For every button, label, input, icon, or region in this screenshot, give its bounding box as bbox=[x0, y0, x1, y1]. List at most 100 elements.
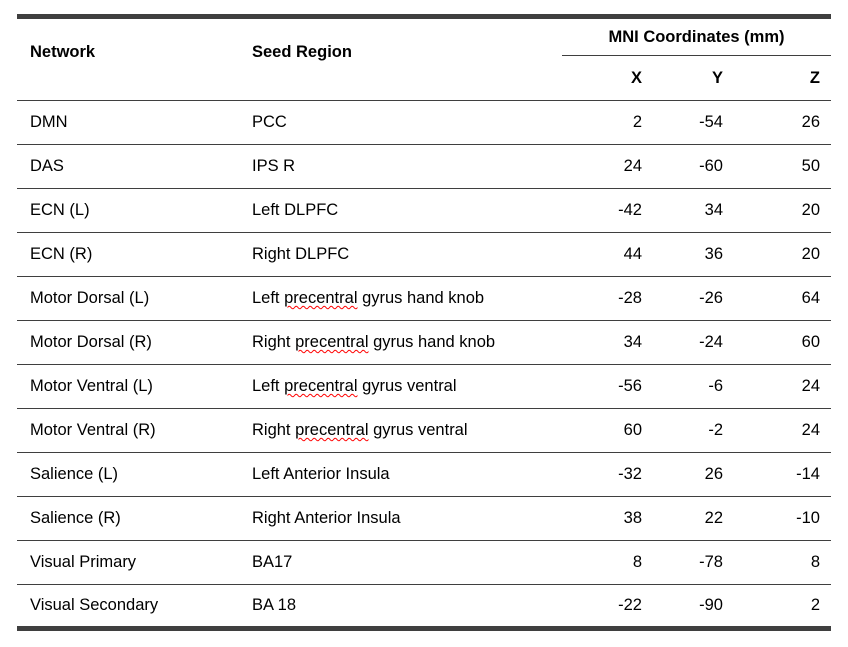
z-coordinate-cell: 20 bbox=[731, 232, 831, 277]
network-cell: Visual Primary bbox=[17, 540, 239, 585]
seed-region-cell: Right precentral gyrus hand knob bbox=[239, 320, 562, 365]
seed-text-post: gyrus ventral bbox=[368, 421, 468, 439]
column-header-network: Network bbox=[17, 16, 239, 101]
seed-text-pre: Left bbox=[252, 289, 285, 307]
seed-text-pre: Left DLPFC bbox=[252, 201, 339, 219]
seed-region-cell: BA17 bbox=[239, 540, 562, 585]
seed-text-misspelled: precentral bbox=[284, 289, 358, 307]
z-coordinate-cell: 2 bbox=[731, 584, 831, 629]
table-row: Visual Secondary BA 18 -22 -90 2 bbox=[17, 584, 831, 629]
x-coordinate-cell: -32 bbox=[562, 452, 650, 497]
column-header-seed-region: Seed Region bbox=[239, 16, 562, 101]
x-coordinate-cell: 38 bbox=[562, 496, 650, 541]
y-coordinate-cell: 22 bbox=[650, 496, 731, 541]
x-coordinate-cell: 44 bbox=[562, 232, 650, 277]
network-cell: ECN (R) bbox=[17, 232, 239, 277]
z-coordinate-cell: 20 bbox=[731, 188, 831, 233]
network-cell: ECN (L) bbox=[17, 188, 239, 233]
x-coordinate-cell: -56 bbox=[562, 364, 650, 409]
mni-coordinates-table: Network Seed Region MNI Coordinates (mm)… bbox=[17, 14, 831, 631]
y-coordinate-cell: -78 bbox=[650, 540, 731, 585]
seed-text-misspelled: precentral bbox=[295, 421, 369, 439]
z-coordinate-cell: -10 bbox=[731, 496, 831, 541]
seed-text-pre: BA 18 bbox=[252, 596, 297, 614]
seed-region-cell: IPS R bbox=[239, 144, 562, 189]
x-coordinate-cell: 60 bbox=[562, 408, 650, 453]
network-cell: DAS bbox=[17, 144, 239, 189]
network-cell: Salience (L) bbox=[17, 452, 239, 497]
table-row: Motor Ventral (L) Left precentral gyrus … bbox=[17, 364, 831, 409]
seed-region-cell: Left DLPFC bbox=[239, 188, 562, 233]
column-group-header-mni-coordinates: MNI Coordinates (mm) bbox=[562, 16, 831, 56]
seed-region-cell: PCC bbox=[239, 101, 562, 145]
x-coordinate-cell: 8 bbox=[562, 540, 650, 585]
y-coordinate-cell: 26 bbox=[650, 452, 731, 497]
table-header: Network Seed Region MNI Coordinates (mm)… bbox=[17, 16, 831, 101]
table-row: DAS IPS R 24 -60 50 bbox=[17, 144, 831, 189]
column-header-y: Y bbox=[650, 55, 731, 101]
seed-text-pre: PCC bbox=[252, 113, 287, 131]
y-coordinate-cell: -54 bbox=[699, 113, 723, 131]
seed-text-post: gyrus ventral bbox=[357, 377, 457, 395]
network-cell: Motor Dorsal (R) bbox=[17, 320, 239, 365]
seed-text-pre: IPS R bbox=[252, 157, 296, 175]
y-coordinate-cell: 34 bbox=[650, 188, 731, 233]
seed-text-post: gyrus hand knob bbox=[357, 289, 485, 307]
table-row: Salience (R) Right Anterior Insula 38 22… bbox=[17, 496, 831, 541]
y-coordinate-cell: 36 bbox=[650, 232, 731, 277]
seed-region-cell: BA 18 bbox=[239, 584, 562, 629]
z-coordinate-cell: -14 bbox=[731, 452, 831, 497]
seed-text-pre: Right bbox=[252, 333, 296, 351]
seed-region-cell: Right DLPFC bbox=[239, 232, 562, 277]
column-header-z: Z bbox=[731, 55, 831, 101]
z-coordinate-cell: 26 bbox=[801, 113, 820, 131]
seed-text-pre: Right DLPFC bbox=[252, 245, 350, 263]
x-coordinate-cell: 34 bbox=[562, 320, 650, 365]
seed-region-cell: Left Anterior Insula bbox=[239, 452, 562, 497]
seed-text-pre: Left bbox=[252, 377, 285, 395]
seed-text-post: gyrus hand knob bbox=[368, 333, 496, 351]
z-coordinate-cell: 24 bbox=[731, 408, 831, 453]
seed-text-pre: Left Anterior Insula bbox=[252, 465, 390, 483]
table-row: Motor Dorsal (L) Left precentral gyrus h… bbox=[17, 276, 831, 321]
y-coordinate-cell: -60 bbox=[650, 144, 731, 189]
network-cell: DMN bbox=[30, 113, 68, 131]
header-row-axes: X Y Z bbox=[17, 55, 831, 101]
z-coordinate-cell: 64 bbox=[731, 276, 831, 321]
x-coordinate-cell: 24 bbox=[562, 144, 650, 189]
network-cell: Motor Ventral (R) bbox=[17, 408, 239, 453]
y-coordinate-cell: -24 bbox=[650, 320, 731, 365]
y-coordinate-cell: -6 bbox=[650, 364, 731, 409]
network-cell: Motor Dorsal (L) bbox=[17, 276, 239, 321]
table-row: ECN (L) Left DLPFC -42 34 20 bbox=[17, 188, 831, 233]
x-coordinate-cell: 2 bbox=[632, 113, 642, 131]
z-coordinate-cell: 50 bbox=[731, 144, 831, 189]
network-cell: Salience (R) bbox=[17, 496, 239, 541]
table-body: DMN PCC 2 -54 26 DAS IPS R 24 -60 50 ECN… bbox=[17, 101, 831, 629]
x-coordinate-cell: -28 bbox=[562, 276, 650, 321]
column-header-x: X bbox=[562, 55, 650, 101]
seed-text-misspelled: precentral bbox=[295, 333, 369, 351]
y-coordinate-cell: -26 bbox=[650, 276, 731, 321]
z-coordinate-cell: 24 bbox=[731, 364, 831, 409]
table-row: DMN PCC 2 -54 26 bbox=[17, 101, 831, 145]
seed-region-cell: Left precentral gyrus ventral bbox=[239, 364, 562, 409]
table-row: Visual Primary BA17 8 -78 8 bbox=[17, 540, 831, 585]
header-row-top: Network Seed Region MNI Coordinates (mm) bbox=[17, 16, 831, 101]
table-row: Motor Dorsal (R) Right precentral gyrus … bbox=[17, 320, 831, 365]
seed-text-pre: Right Anterior Insula bbox=[252, 509, 401, 527]
seed-region-cell: Left precentral gyrus hand knob bbox=[239, 276, 562, 321]
y-coordinate-cell: -2 bbox=[650, 408, 731, 453]
seed-text-pre: BA17 bbox=[252, 553, 293, 571]
table-row: Salience (L) Left Anterior Insula -32 26… bbox=[17, 452, 831, 497]
y-coordinate-cell: -90 bbox=[650, 584, 731, 629]
x-coordinate-cell: -22 bbox=[562, 584, 650, 629]
seed-region-cell: Right precentral gyrus ventral bbox=[239, 408, 562, 453]
network-cell: Motor Ventral (L) bbox=[17, 364, 239, 409]
table-row: ECN (R) Right DLPFC 44 36 20 bbox=[17, 232, 831, 277]
seed-text-misspelled: precentral bbox=[284, 377, 358, 395]
seed-text-pre: Right bbox=[252, 421, 296, 439]
z-coordinate-cell: 60 bbox=[731, 320, 831, 365]
z-coordinate-cell: 8 bbox=[731, 540, 831, 585]
table-row: Motor Ventral (R) Right precentral gyrus… bbox=[17, 408, 831, 453]
